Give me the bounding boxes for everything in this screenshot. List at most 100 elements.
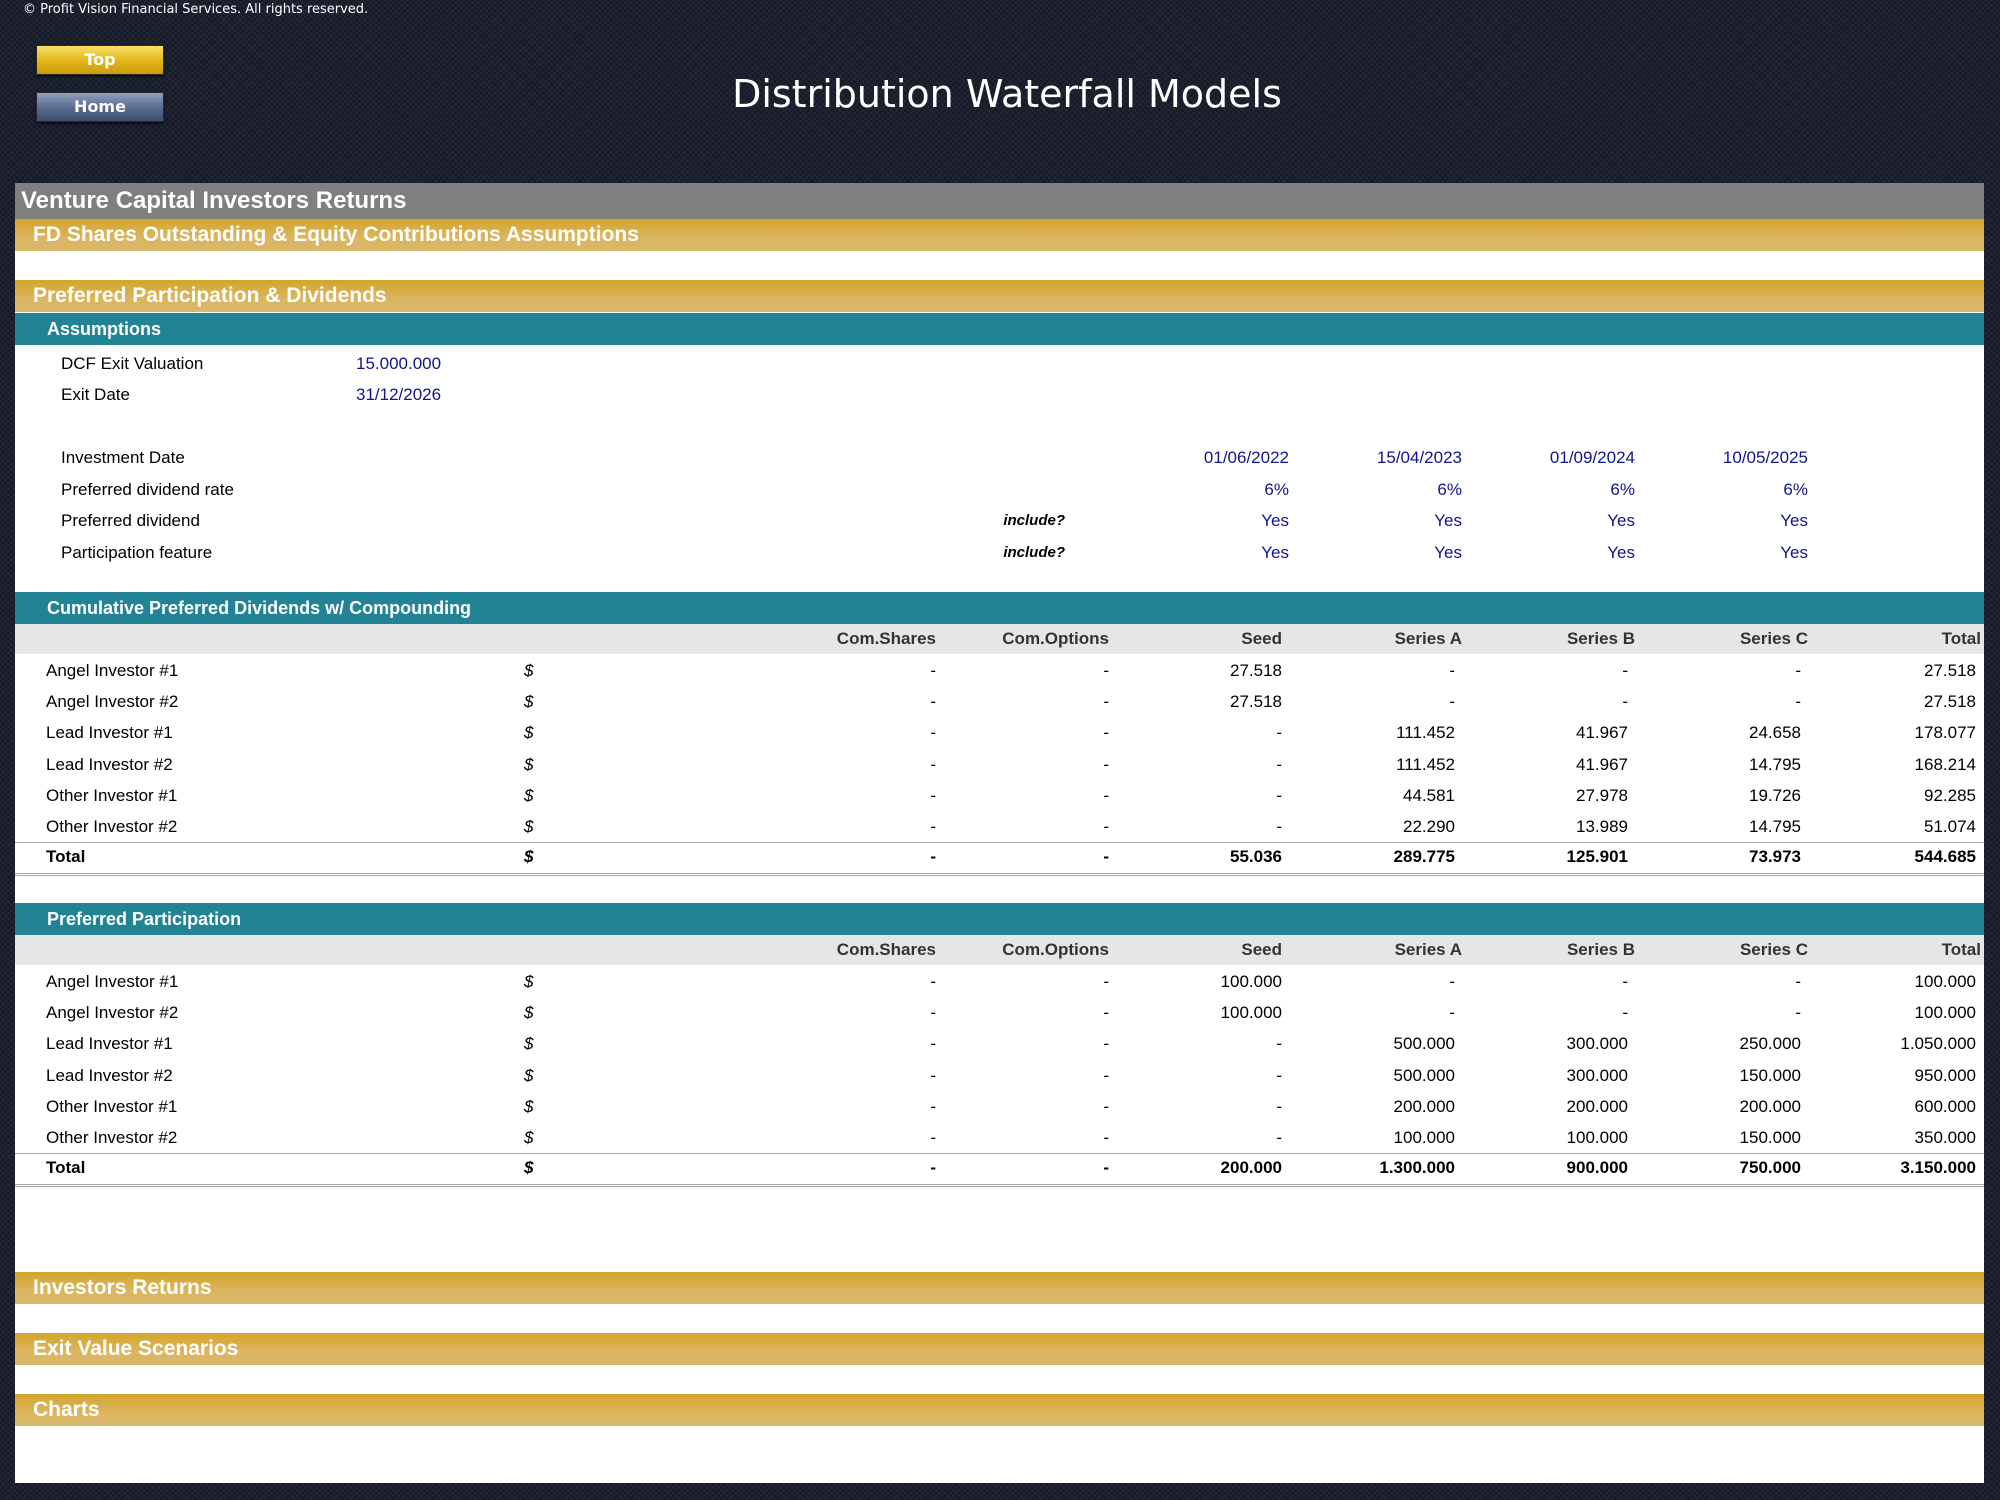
- assumption-value[interactable]: 6%: [1437, 479, 1462, 499]
- table-cell: -: [1276, 1128, 1282, 1147]
- table-cell: -: [1622, 692, 1628, 712]
- currency-symbol: $: [524, 817, 534, 836]
- assumption-value[interactable]: 6%: [1264, 479, 1289, 499]
- table-cell: 178.077: [1914, 723, 1976, 743]
- table-cell: 300.000: [1566, 1034, 1628, 1054]
- table-cell: 500.000: [1393, 1065, 1455, 1085]
- table-cell: -: [930, 785, 936, 805]
- investor-name: Lead Investor #1: [46, 1034, 173, 1054]
- subsection-cumulative-dividends: Cumulative Preferred Dividends w/ Compou…: [15, 592, 1984, 624]
- table-cell: 19.726: [1749, 785, 1801, 805]
- table-cell: -: [930, 1096, 936, 1116]
- assumption-value[interactable]: Yes: [1434, 511, 1462, 530]
- table-cell: 100.000: [1566, 1128, 1628, 1147]
- table-cell: -: [930, 1003, 936, 1023]
- assumption-value[interactable]: Yes: [1780, 511, 1808, 530]
- column-header: Series C: [1739, 629, 1808, 648]
- table-cell: 92.285: [1924, 785, 1976, 805]
- exit-date-value[interactable]: 31/12/2026: [356, 385, 442, 404]
- table-cell: 51.074: [1924, 817, 1976, 836]
- assumption-value[interactable]: Yes: [1261, 511, 1289, 530]
- column-header: Com.Shares: [836, 629, 936, 648]
- table-cell: -: [1622, 1003, 1628, 1023]
- table-cell: 350.000: [1914, 1128, 1976, 1147]
- total-cell: 55.036: [1230, 847, 1282, 867]
- table-cell: -: [1276, 1065, 1282, 1085]
- investor-name: Lead Investor #1: [46, 723, 173, 743]
- table-cell: -: [1103, 972, 1109, 991]
- table-cell: -: [1103, 1128, 1109, 1147]
- currency-symbol: $: [524, 785, 534, 805]
- total-label: Total: [46, 1158, 86, 1178]
- assumption-value[interactable]: 01/09/2024: [1549, 448, 1635, 467]
- table-cell: -: [1103, 785, 1109, 805]
- section-exit-value-scenarios[interactable]: Exit Value Scenarios: [15, 1333, 1984, 1365]
- assumption-value[interactable]: 6%: [1610, 479, 1635, 499]
- table-cell: 24.658: [1749, 723, 1801, 743]
- assumption-value[interactable]: Yes: [1780, 542, 1808, 562]
- table-cell: -: [1276, 723, 1282, 743]
- table-cell: 300.000: [1566, 1065, 1628, 1085]
- currency-symbol: $: [524, 1003, 534, 1023]
- table-cell: 250.000: [1739, 1034, 1801, 1054]
- column-header: Seed: [1241, 940, 1282, 959]
- section-preferred-participation-dividends[interactable]: Preferred Participation & Dividends: [15, 280, 1984, 312]
- currency-symbol: $: [524, 661, 534, 680]
- table-cell: 41.967: [1576, 754, 1628, 774]
- table-cell: -: [1103, 692, 1109, 712]
- column-header: Total: [1941, 629, 1981, 648]
- table-cell: -: [1103, 1096, 1109, 1116]
- column-header: Seed: [1241, 629, 1282, 648]
- section-venture-capital-returns: Venture Capital Investors Returns: [15, 183, 1984, 219]
- investor-name: Angel Investor #1: [46, 972, 179, 991]
- assumption-value[interactable]: 15/04/2023: [1376, 448, 1462, 467]
- table-cell: -: [1795, 1003, 1801, 1023]
- table-cell: -: [1622, 661, 1628, 680]
- assumption-value[interactable]: Yes: [1607, 542, 1635, 562]
- assumption-value[interactable]: Yes: [1434, 542, 1462, 562]
- column-header: Com.Shares: [836, 940, 936, 959]
- table-cell: -: [1622, 972, 1628, 991]
- investor-name: Other Investor #2: [46, 1128, 178, 1147]
- column-header: Series C: [1739, 940, 1808, 959]
- total-double-underline: [15, 873, 1984, 877]
- table-cell: 150.000: [1739, 1128, 1801, 1147]
- total-cell: 544.685: [1914, 847, 1976, 867]
- table-cell: -: [1276, 785, 1282, 805]
- table-cell: -: [930, 817, 936, 836]
- cumulative-header-row: [15, 624, 1984, 654]
- table-cell: 100.000: [1220, 1003, 1282, 1023]
- table-cell: 14.795: [1749, 754, 1801, 774]
- total-cell: 900.000: [1566, 1158, 1628, 1178]
- total-separator: [15, 1153, 1984, 1155]
- table-cell: -: [930, 1034, 936, 1054]
- top-button[interactable]: Top: [36, 45, 164, 75]
- table-cell: 22.290: [1403, 817, 1455, 836]
- assumption-value[interactable]: 6%: [1783, 479, 1808, 499]
- table-cell: 100.000: [1393, 1128, 1455, 1147]
- section-fd-shares[interactable]: FD Shares Outstanding & Equity Contribut…: [15, 219, 1984, 251]
- table-cell: -: [1103, 723, 1109, 743]
- assumption-value[interactable]: 10/05/2025: [1722, 448, 1808, 467]
- currency-symbol: $: [524, 1096, 534, 1116]
- section-charts[interactable]: Charts: [15, 1394, 1984, 1426]
- total-separator: [15, 842, 1984, 844]
- table-cell: -: [1276, 754, 1282, 774]
- table-cell: 500.000: [1393, 1034, 1455, 1054]
- subsection-preferred-participation: Preferred Participation: [15, 903, 1984, 935]
- section-investors-returns[interactable]: Investors Returns: [15, 1272, 1984, 1304]
- assumption-value[interactable]: Yes: [1261, 542, 1289, 562]
- home-button[interactable]: Home: [36, 92, 164, 122]
- table-cell: -: [1103, 1034, 1109, 1054]
- currency-symbol: $: [524, 1065, 534, 1085]
- assumption-value[interactable]: Yes: [1607, 511, 1635, 530]
- dcf-exit-valuation-value[interactable]: 15.000.000: [356, 354, 442, 373]
- table-cell: 200.000: [1566, 1096, 1628, 1116]
- participation-header-row: [15, 935, 1984, 965]
- assumption-value[interactable]: 01/06/2022: [1203, 448, 1289, 467]
- table-cell: 111.452: [1396, 754, 1455, 774]
- table-cell: -: [930, 723, 936, 743]
- table-cell: -: [1276, 817, 1282, 836]
- total-cell: 125.901: [1566, 847, 1628, 867]
- table-cell: 27.518: [1230, 661, 1282, 680]
